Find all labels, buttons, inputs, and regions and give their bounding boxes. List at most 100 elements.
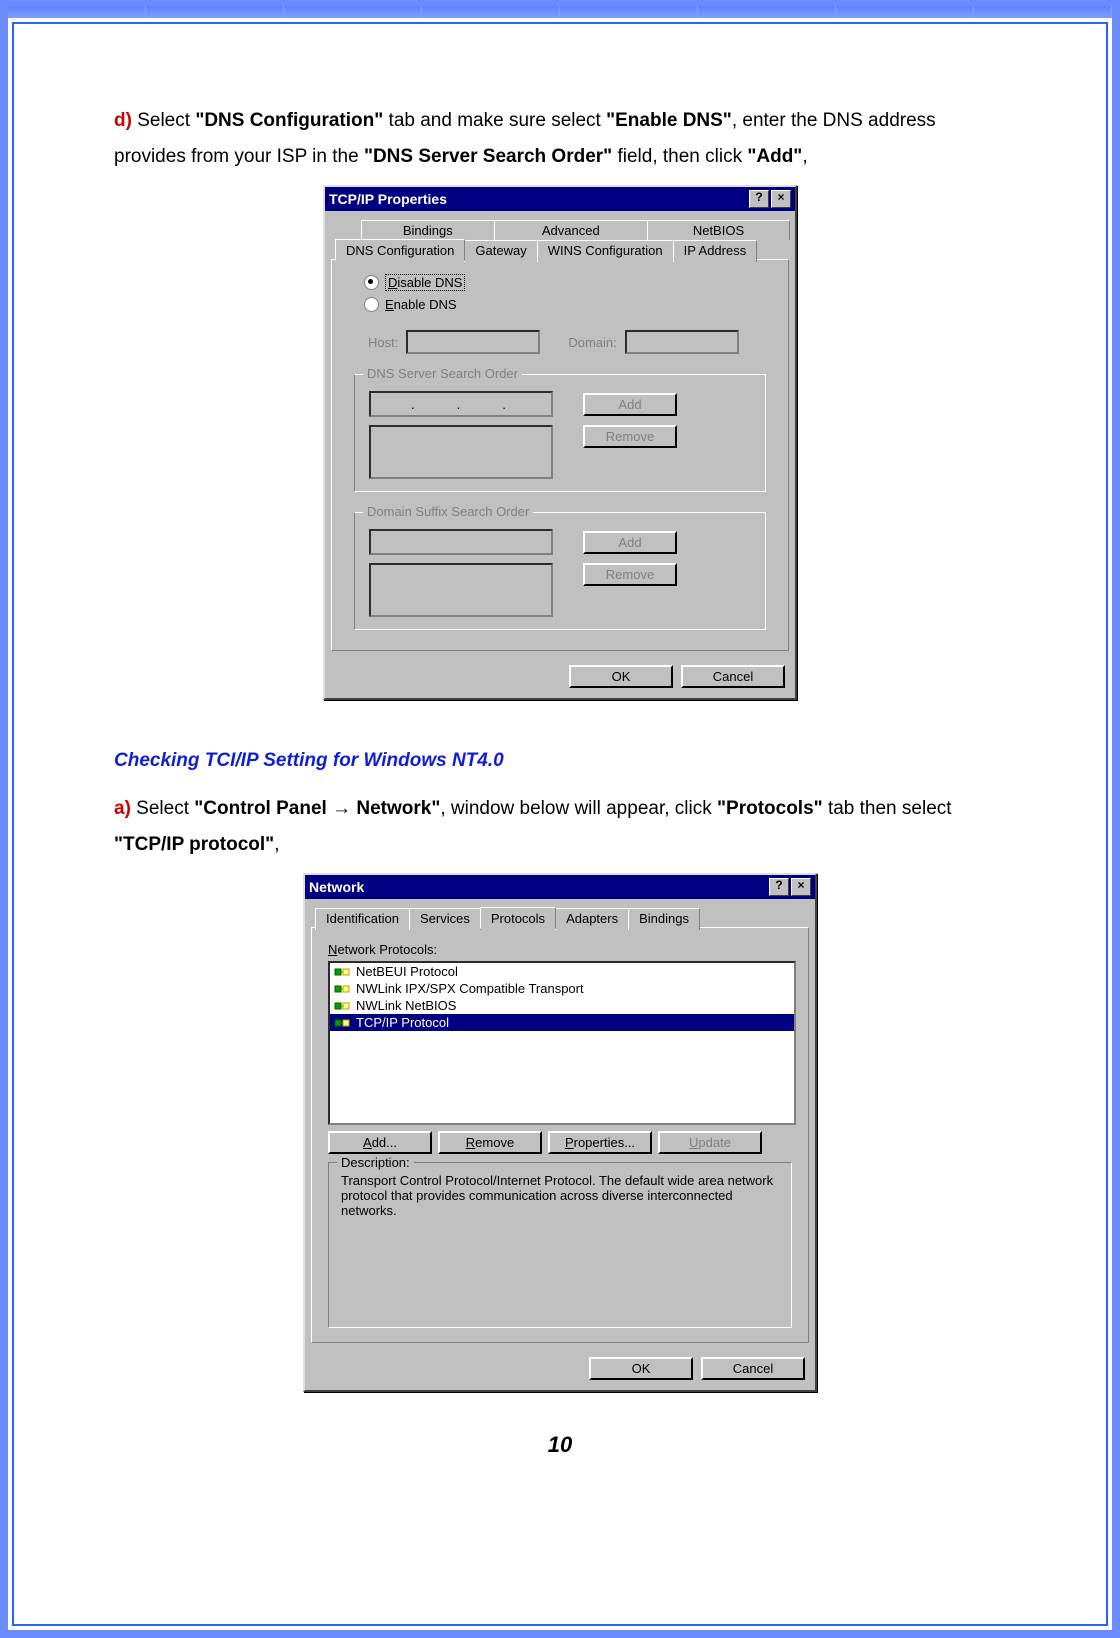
suffix-add-button: Add [583, 531, 677, 554]
instruction-step-a: a) Select "Control Panel → Network", win… [114, 791, 1006, 863]
protocol-label: NWLink NetBIOS [356, 998, 456, 1013]
ok-button[interactable]: OK [569, 665, 673, 688]
protocols-list-label: Network Protocols: [328, 942, 792, 957]
bold-tcpip-protocol: "TCP/IP protocol" [114, 834, 274, 855]
dialog-footer: OK Cancel [325, 657, 795, 698]
protocol-label: TCP/IP Protocol [356, 1015, 449, 1030]
suffix-remove-button: Remove [583, 563, 677, 586]
bold-protocols: "Protocols" [717, 798, 823, 819]
help-icon[interactable]: ? [749, 190, 769, 208]
tab-panel-dns: Disable DNS Enable DNS Host: Domain: [331, 259, 789, 651]
list-label-text: etwork Protocols: [337, 942, 437, 957]
protocols-listbox[interactable]: NetBEUI Protocol NWLink IPX/SPX Compatib… [328, 961, 796, 1125]
tab-strip-row2: DNS Configuration Gateway WINS Configura… [335, 237, 789, 259]
text-frag: Select [132, 110, 195, 131]
tab-bindings-nt[interactable]: Bindings [628, 908, 700, 930]
tab-ip-address[interactable]: IP Address [673, 240, 758, 262]
bold-enable-dns: "Enable DNS" [606, 110, 732, 131]
text-frag: , window below will appear, click [440, 798, 717, 819]
groupbox-suffix-order: Domain Suffix Search Order Add Remove [354, 512, 766, 630]
network-dialog: Network ? × Identification Services Prot… [303, 873, 817, 1392]
tab-strip-row1: Bindings Advanced NetBIOS [361, 217, 789, 237]
groupbox-dns-legend: DNS Server Search Order [363, 366, 522, 381]
network-ok-button[interactable]: OK [589, 1357, 693, 1380]
radio-enable-dns[interactable]: Enable DNS [364, 297, 772, 312]
groupbox-suffix-legend: Domain Suffix Search Order [363, 504, 533, 519]
list-item[interactable]: NetBEUI Protocol [330, 963, 794, 980]
text-frag: Select [131, 798, 194, 819]
protocol-icon [334, 1016, 350, 1030]
protocol-remove-button[interactable]: Remove [438, 1131, 542, 1154]
step-letter-a: a) [114, 798, 131, 819]
description-box: Description: Transport Control Protocol/… [328, 1162, 792, 1328]
dialog-body: Bindings Advanced NetBIOS DNS Configurat… [325, 211, 795, 657]
protocol-icon [334, 982, 350, 996]
radio-indicator-checked [364, 275, 379, 290]
step-letter-d: d) [114, 110, 132, 131]
protocol-update-button: Update [658, 1131, 762, 1154]
tab-identification[interactable]: Identification [315, 908, 410, 930]
tab-adapters[interactable]: Adapters [555, 908, 629, 930]
dialog-titlebar[interactable]: TCP/IP Properties ? × [325, 187, 795, 211]
instruction-step-d: d) Select "DNS Configuration" tab and ma… [114, 103, 1006, 175]
protocol-label: NetBEUI Protocol [356, 964, 458, 979]
protocols-panel: Network Protocols: NetBEUI Protocol [311, 927, 809, 1343]
top-accent-bar [8, 6, 1112, 18]
page-frame: d) Select "DNS Configuration" tab and ma… [0, 0, 1120, 1638]
description-legend: Description: [337, 1155, 414, 1170]
tab-wins-configuration[interactable]: WINS Configuration [537, 240, 674, 262]
close-icon[interactable]: × [771, 190, 791, 208]
protocol-add-button[interactable]: Add... [328, 1131, 432, 1154]
radio-enable-label: nable DNS [394, 297, 457, 312]
network-titlebar[interactable]: Network ? × [305, 875, 815, 899]
protocol-properties-button[interactable]: Properties... [548, 1131, 652, 1154]
protocol-icon [334, 965, 350, 979]
text-frag: tab then select [823, 798, 952, 819]
dns-add-button: Add [583, 393, 677, 416]
page-number: 10 [114, 1432, 1006, 1458]
dns-remove-button: Remove [583, 425, 677, 448]
domain-input [625, 330, 739, 354]
network-body: Identification Services Protocols Adapte… [305, 899, 815, 1349]
help-icon[interactable]: ? [769, 878, 789, 896]
protocol-label: NWLink IPX/SPX Compatible Transport [356, 981, 584, 996]
radio-disable-label: isable DNS [397, 275, 462, 290]
bold-control-panel: "Control Panel → Network" [194, 798, 440, 819]
protocol-button-row: Add... Remove Properties... Update [328, 1131, 792, 1154]
text-frag: , [274, 834, 279, 855]
list-item[interactable]: NWLink NetBIOS [330, 997, 794, 1014]
text-frag: , [802, 146, 807, 167]
text-frag: field, then click [612, 146, 747, 167]
bold-dns-config: "DNS Configuration" [195, 110, 383, 131]
radio-indicator [364, 297, 379, 312]
section-heading-nt: Checking TCI/IP Setting for Windows NT4.… [114, 750, 1006, 772]
tcpip-properties-dialog: TCP/IP Properties ? × Bindings Advanced … [323, 185, 797, 700]
content-area: d) Select "DNS Configuration" tab and ma… [12, 22, 1108, 1626]
host-label: Host: [368, 335, 398, 350]
network-tab-strip: Identification Services Protocols Adapte… [315, 905, 809, 927]
radio-disable-dns[interactable]: Disable DNS [364, 274, 772, 291]
domain-label: Domain: [568, 335, 616, 350]
suffix-input [369, 529, 553, 555]
dns-server-list [369, 425, 553, 479]
network-dialog-title: Network [309, 879, 364, 895]
suffix-list [369, 563, 553, 617]
bold-add: "Add" [747, 146, 802, 167]
dns-ip-input: ... [369, 391, 553, 417]
network-dialog-footer: OK Cancel [305, 1349, 815, 1390]
host-input [406, 330, 540, 354]
tab-services[interactable]: Services [409, 908, 481, 930]
tab-gateway[interactable]: Gateway [464, 240, 537, 262]
protocol-icon [334, 999, 350, 1013]
tab-dns-configuration[interactable]: DNS Configuration [335, 239, 465, 261]
bold-search-order: "DNS Server Search Order" [364, 146, 612, 167]
network-cancel-button[interactable]: Cancel [701, 1357, 805, 1380]
list-item[interactable]: NWLink IPX/SPX Compatible Transport [330, 980, 794, 997]
list-item-selected[interactable]: TCP/IP Protocol [330, 1014, 794, 1031]
description-text: Transport Control Protocol/Internet Prot… [341, 1173, 773, 1218]
close-icon[interactable]: × [791, 878, 811, 896]
text-frag: tab and make sure select [383, 110, 606, 131]
dialog-title: TCP/IP Properties [329, 191, 447, 207]
cancel-button[interactable]: Cancel [681, 665, 785, 688]
tab-protocols[interactable]: Protocols [480, 907, 556, 929]
